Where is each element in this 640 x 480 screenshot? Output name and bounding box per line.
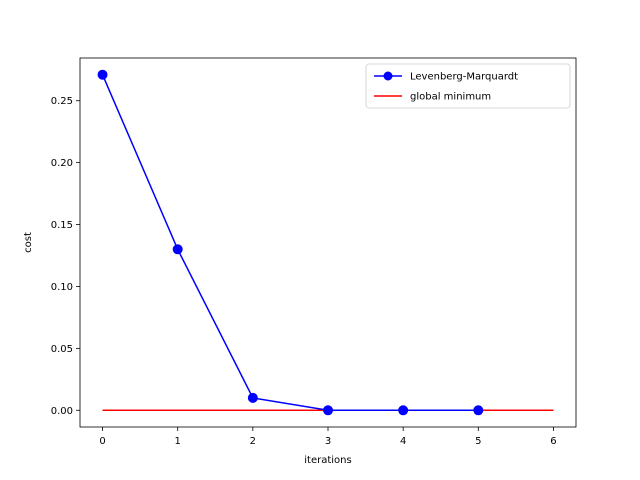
legend-marker <box>383 71 393 81</box>
x-tick-label: 6 <box>550 436 556 447</box>
data-point <box>172 244 183 255</box>
legend-entry-label: global minimum <box>410 92 491 103</box>
x-tick-label: 3 <box>325 436 331 447</box>
x-tick-label: 1 <box>175 436 181 447</box>
y-tick-label: 0.25 <box>51 96 73 107</box>
data-point <box>323 405 333 416</box>
legend-box <box>365 63 571 109</box>
y-tick-label: 0.05 <box>51 344 73 355</box>
x-tick-label: 4 <box>400 436 406 447</box>
y-axis-ticks: 0.00 0.05 0.10 0.15 0.20 0.25 <box>51 96 80 417</box>
x-tick-label: 2 <box>250 436 256 447</box>
y-tick-label: 0.10 <box>51 282 73 293</box>
x-tick-label: 0 <box>99 436 105 447</box>
legend: Levenberg-Marquardt global minimum <box>365 63 571 109</box>
legend-entry-label: Levenberg-Marquardt <box>410 72 518 83</box>
y-tick-label: 0.20 <box>51 158 73 169</box>
x-tick-label: 5 <box>475 436 481 447</box>
y-axis-label: cost <box>23 232 34 253</box>
x-axis-label: iterations <box>304 455 351 466</box>
y-tick-label: 0.15 <box>51 220 73 231</box>
plot-series <box>97 69 554 416</box>
data-point <box>247 392 258 403</box>
data-point <box>97 69 108 80</box>
y-tick-label: 0.00 <box>51 406 73 417</box>
data-point <box>473 405 484 416</box>
series-line-levenberg-marquardt <box>101 74 479 412</box>
data-point <box>398 405 409 416</box>
x-axis-ticks: 0 1 2 3 4 5 6 <box>99 427 557 447</box>
